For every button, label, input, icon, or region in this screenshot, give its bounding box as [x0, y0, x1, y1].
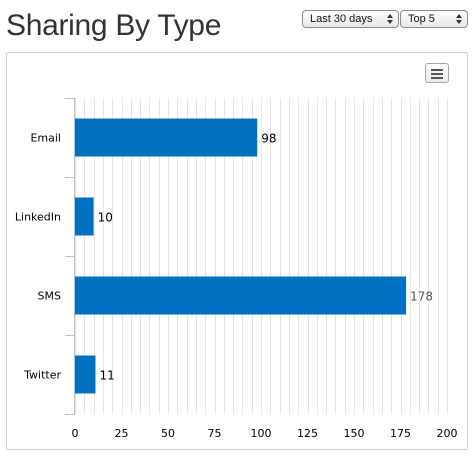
date-range-select[interactable]: Last 30 days — [302, 10, 399, 28]
hamburger-menu-icon — [431, 69, 443, 71]
x-tick-label: 125 — [297, 427, 318, 440]
top-count-select[interactable]: Top 5 — [400, 10, 468, 28]
bar-twitter — [75, 355, 96, 394]
x-tick-label: 150 — [344, 427, 365, 440]
data-label: 178 — [410, 290, 433, 304]
select-arrows-icon — [456, 14, 462, 24]
date-range-select-label: Last 30 days — [310, 13, 373, 25]
category-label: Email — [30, 132, 61, 145]
hamburger-menu-icon — [431, 73, 443, 75]
bar-sms — [75, 276, 407, 315]
bar-linkedin — [75, 197, 94, 236]
category-label: SMS — [38, 290, 61, 303]
x-tick-label: 0 — [72, 427, 79, 440]
data-label: 10 — [98, 211, 113, 225]
hamburger-menu-icon — [431, 77, 443, 79]
x-tick-label: 200 — [437, 427, 458, 440]
data-label: 98 — [261, 132, 276, 146]
category-label: LinkedIn — [15, 211, 61, 224]
top-count-select-label: Top 5 — [408, 13, 435, 25]
x-tick-label: 50 — [161, 427, 175, 440]
x-tick-label: 175 — [390, 427, 411, 440]
bar-email — [75, 118, 258, 157]
select-arrows-icon — [387, 14, 393, 24]
chart-menu-button[interactable] — [425, 63, 449, 83]
x-tick-label: 100 — [251, 427, 272, 440]
page-title: Sharing By Type — [6, 9, 222, 42]
data-label: 11 — [99, 369, 114, 383]
x-tick-label: 75 — [208, 427, 222, 440]
x-tick-label: 25 — [115, 427, 129, 440]
category-label: Twitter — [23, 369, 61, 382]
